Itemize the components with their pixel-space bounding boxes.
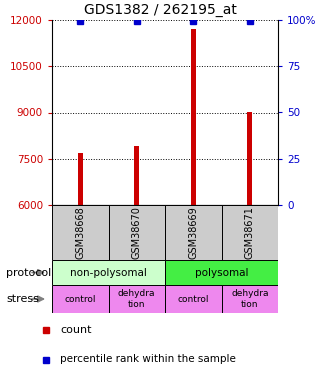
Bar: [221, 285, 278, 313]
Bar: [108, 205, 165, 260]
Bar: [108, 285, 165, 313]
Text: dehydra
tion: dehydra tion: [118, 289, 156, 309]
Bar: [165, 285, 221, 313]
Text: percentile rank within the sample: percentile rank within the sample: [60, 354, 236, 364]
Bar: [191, 29, 196, 205]
Text: GSM38671: GSM38671: [245, 206, 255, 259]
Text: GSM38670: GSM38670: [132, 206, 142, 259]
Bar: [247, 112, 252, 205]
Bar: [52, 285, 108, 313]
Text: polysomal: polysomal: [195, 267, 248, 278]
Text: count: count: [60, 326, 92, 335]
Text: GSM38668: GSM38668: [75, 206, 85, 259]
Text: protocol: protocol: [6, 267, 52, 278]
Text: non-polysomal: non-polysomal: [70, 267, 147, 278]
Text: GDS1382 / 262195_at: GDS1382 / 262195_at: [84, 3, 236, 17]
Text: GSM38669: GSM38669: [188, 206, 198, 259]
Bar: [78, 153, 83, 205]
Bar: [134, 146, 139, 205]
Bar: [52, 205, 108, 260]
Bar: [165, 260, 278, 285]
Bar: [52, 260, 165, 285]
Bar: [221, 205, 278, 260]
Text: dehydra
tion: dehydra tion: [231, 289, 268, 309]
Text: control: control: [178, 294, 209, 303]
Bar: [165, 205, 221, 260]
Text: control: control: [65, 294, 96, 303]
Text: stress: stress: [6, 294, 39, 304]
